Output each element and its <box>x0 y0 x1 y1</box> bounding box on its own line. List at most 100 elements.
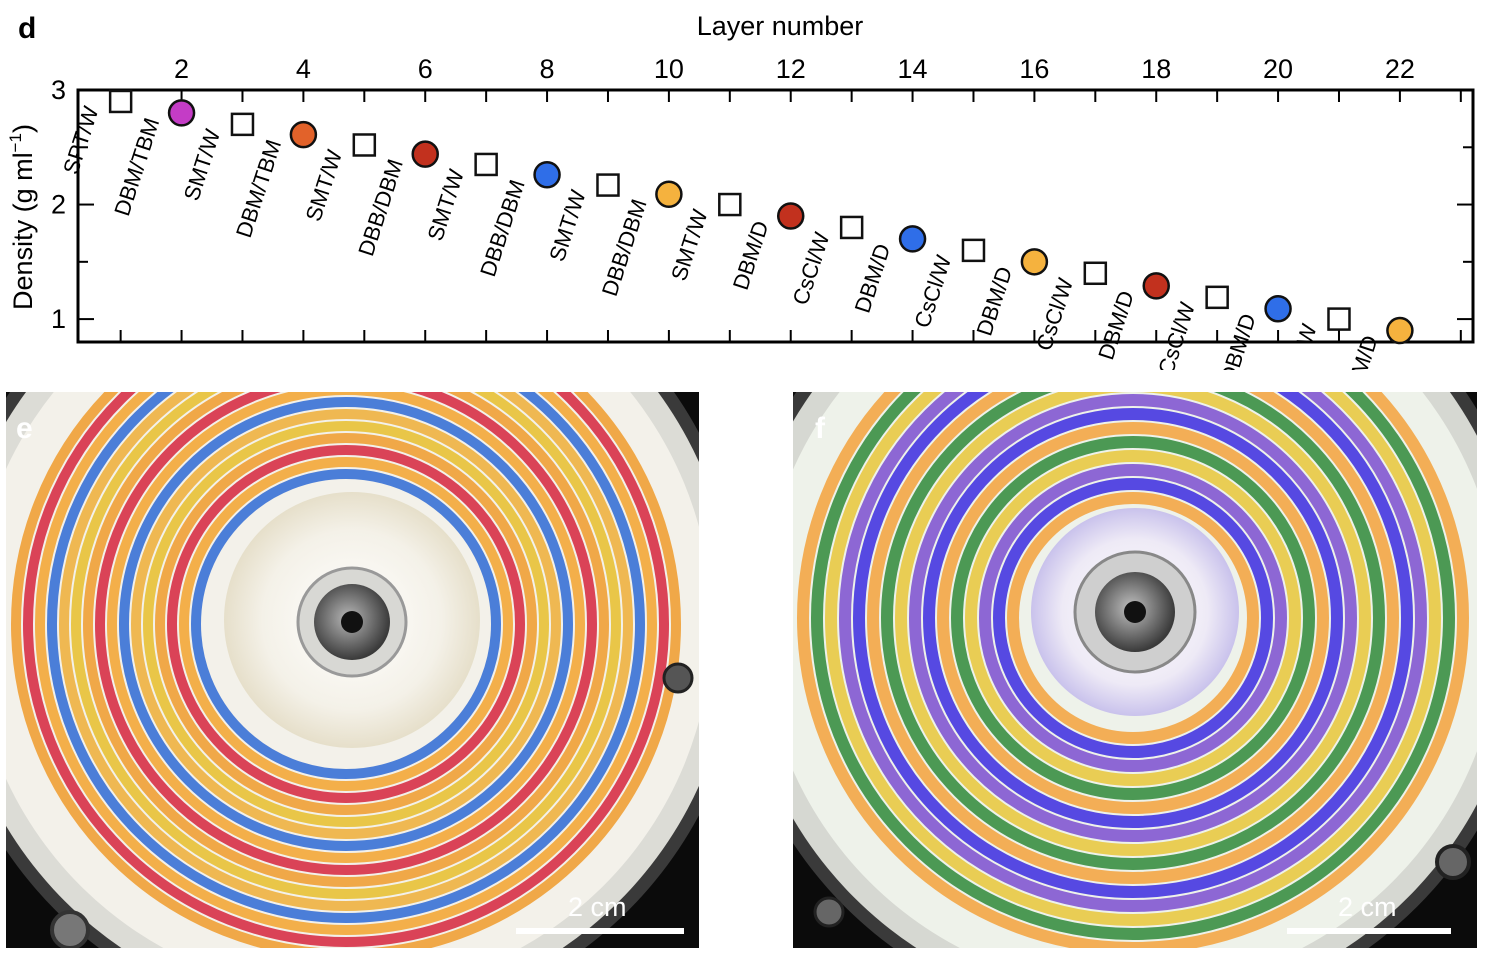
color-ring <box>993 478 1273 758</box>
y-axis-title-close: ) <box>8 124 38 133</box>
color-ring <box>881 392 1385 870</box>
data-point-square <box>596 173 620 197</box>
plot-frame <box>76 88 1475 344</box>
point-label: SPT/W <box>58 103 103 177</box>
data-point-square <box>1205 285 1229 310</box>
scale-bar-label-e: 2 cm <box>568 892 627 922</box>
color-ring <box>59 392 633 911</box>
rings-photo-f <box>793 392 1477 948</box>
y-axis-title-exponent: −1 <box>6 133 25 152</box>
point-label: DBM/D <box>728 218 774 293</box>
color-ring <box>965 450 1301 786</box>
point-label: SMT/W <box>179 126 226 204</box>
photo-panel-f: f 2 cm <box>793 392 1477 948</box>
x-tick-label: 20 <box>1263 54 1293 84</box>
photo-panel-e: e 2 cm <box>6 392 699 948</box>
y-tick-label: 3 <box>51 75 66 105</box>
x-tick-label: 22 <box>1385 54 1415 84</box>
color-ring <box>1007 492 1259 744</box>
point-label: DBB/DBM <box>597 196 652 299</box>
x-tick-label: 8 <box>540 54 555 84</box>
color-ring <box>107 392 585 863</box>
y-tick-label: 1 <box>51 304 66 334</box>
color-ring <box>35 392 657 935</box>
data-point-square <box>1083 261 1108 286</box>
color-ring <box>167 445 525 803</box>
data-point-square <box>230 112 255 137</box>
point-label: DBM/D <box>850 241 896 316</box>
point-label: CsCl/W <box>909 252 956 331</box>
point-label: SMT/W <box>544 187 591 265</box>
color-ring <box>83 392 609 887</box>
point-label: DBM/TBM <box>231 136 286 240</box>
color-ring <box>71 392 621 899</box>
point-label: CsCl/W <box>788 229 835 308</box>
color-ring <box>131 409 561 839</box>
color-ring <box>923 408 1343 828</box>
color-ring <box>47 392 645 923</box>
ring-stack-e <box>11 392 681 948</box>
x-tick-label: 6 <box>418 54 433 84</box>
x-tick-label: 14 <box>898 54 928 84</box>
point-label: DBM/D <box>1093 288 1139 363</box>
point-label: CsCl/W <box>1153 299 1200 370</box>
color-ring <box>937 422 1329 814</box>
color-ring <box>119 397 573 851</box>
y-axis-title: Density (g ml−1) <box>6 124 38 310</box>
color-ring <box>11 392 681 948</box>
point-label: DBB/DBM <box>353 156 408 259</box>
data-point-square <box>961 238 986 263</box>
point-label: SMT/W <box>666 206 713 284</box>
density-chart: d Layer number Density (g ml−1) 2 4 6 8 10 12… <box>6 11 1475 370</box>
color-ring <box>23 392 669 947</box>
point-label: SMT/W <box>422 166 469 244</box>
data-point-circle <box>898 225 927 253</box>
data-point-circle <box>289 120 318 149</box>
data-point-square <box>718 192 742 217</box>
x-tick-label: 4 <box>296 54 311 84</box>
color-ring <box>191 469 501 779</box>
color-ring <box>143 421 549 827</box>
point-label: DBM/TBM <box>109 115 164 219</box>
color-ring <box>979 464 1287 772</box>
color-ring <box>155 433 537 815</box>
point-label: SMT/W <box>301 147 348 225</box>
x-axis-title: Layer number <box>697 11 864 41</box>
color-ring <box>853 392 1413 898</box>
data-point-square <box>108 89 133 114</box>
data-point-circle <box>1020 248 1049 276</box>
panel-letter-e: e <box>16 412 33 445</box>
data-point-circle <box>1386 316 1414 345</box>
y-tick-label: 2 <box>51 190 66 220</box>
data-point-square <box>839 215 864 240</box>
x-tick-label: 16 <box>1019 54 1049 84</box>
color-ring <box>825 392 1441 926</box>
panel-letter-d: d <box>18 12 36 45</box>
scale-bar-label-f: 2 cm <box>1338 892 1397 922</box>
color-ring <box>811 392 1455 940</box>
data-point-square <box>474 152 498 177</box>
data-point-circle <box>655 180 683 208</box>
point-labels: SPT/W DBM/TBM SMT/W DBM/TBM SMT/W DBB/DBM SMT/… <box>58 103 1383 370</box>
point-label: DBB/DBM <box>475 177 530 280</box>
data-point-square <box>1327 307 1351 331</box>
data-point-circle <box>167 99 196 127</box>
color-ring <box>797 392 1469 948</box>
x-tick-label: 10 <box>654 54 684 84</box>
color-ring <box>867 392 1399 884</box>
color-ring <box>951 436 1315 800</box>
ring-stack-f <box>797 392 1469 948</box>
x-tick-label: 18 <box>1141 54 1171 84</box>
data-point-circle <box>411 140 439 168</box>
panel-letter-f: f <box>815 412 825 445</box>
color-ring <box>95 392 597 875</box>
color-ring <box>839 392 1427 912</box>
color-ring <box>179 457 513 791</box>
point-label: DBM/D <box>971 264 1017 339</box>
point-label: DBM/D <box>1337 332 1383 370</box>
point-label: W <box>1292 321 1322 349</box>
x-tick-label: 2 <box>174 54 189 84</box>
rings-photo-e <box>6 392 699 948</box>
data-point-circle <box>533 161 561 189</box>
